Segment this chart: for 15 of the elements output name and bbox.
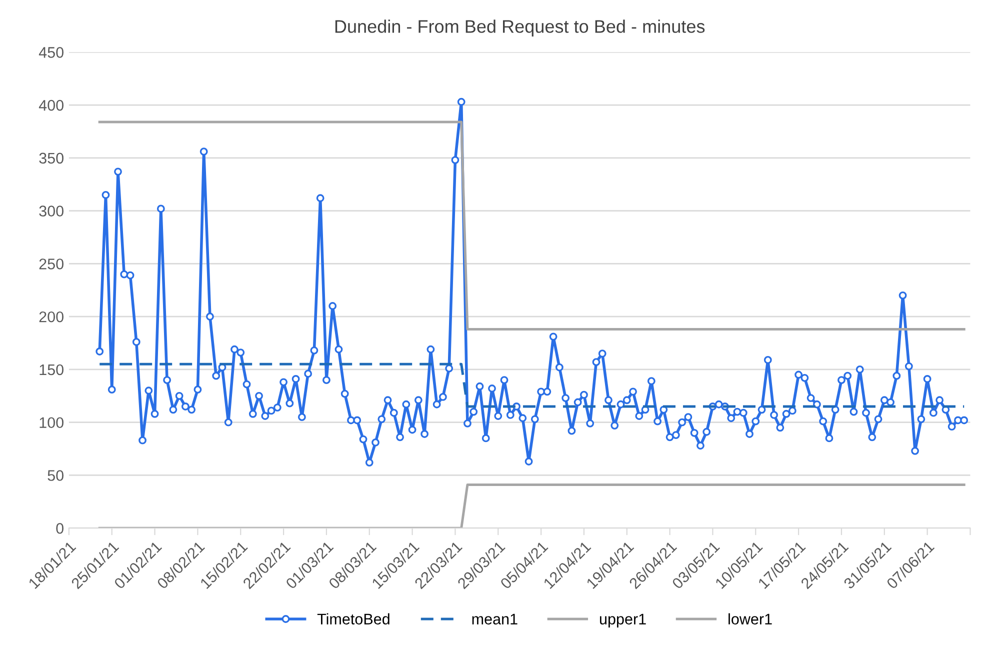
y-tick-label: 300 <box>39 206 64 216</box>
legend-label: upper1 <box>600 614 646 628</box>
y-tick-label: 200 <box>39 311 64 322</box>
chart-title: Dunedin - From Bed Request to Bed - minutes <box>335 20 705 36</box>
y-tick-label: 150 <box>40 364 64 376</box>
legend-label: lower1 <box>728 613 772 624</box>
y-tick-label: 350 <box>39 152 64 164</box>
y-tick-label: 450 <box>38 47 64 58</box>
y-tick-label: 50 <box>48 470 64 481</box>
y-tick-label: 100 <box>40 417 64 428</box>
y-tick-label: 400 <box>38 100 64 111</box>
y-tick-label: 0 <box>56 522 64 534</box>
legend-label: TimetoBed <box>317 613 390 624</box>
y-tick-label: 250 <box>39 258 64 270</box>
legend-label: mean1 <box>472 614 518 624</box>
